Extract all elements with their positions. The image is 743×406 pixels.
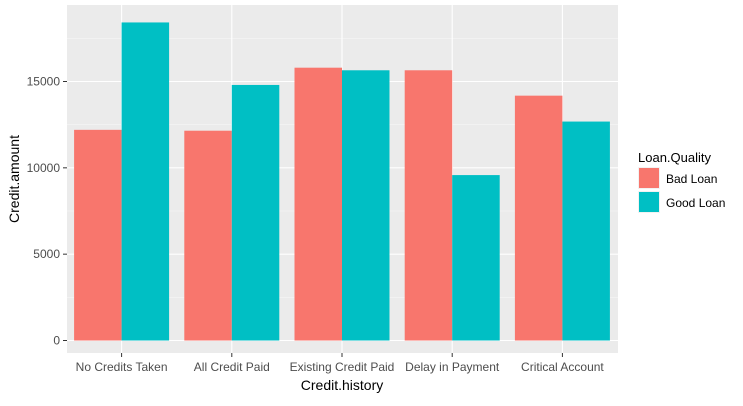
legend-title: Loan.Quality [638, 150, 711, 165]
x-tick-label: Delay in Payment [405, 360, 500, 374]
bar-layer [74, 22, 610, 341]
bar [184, 130, 232, 341]
y-tick-label: 15000 [27, 75, 61, 89]
legend-key [639, 168, 659, 188]
x-tick-label: Critical Account [521, 360, 604, 374]
y-tick-label: 5000 [33, 247, 60, 261]
legend: Loan.Quality Bad Loan Good Loan [638, 150, 725, 213]
x-tick-label: No Credits Taken [76, 360, 168, 374]
bar [342, 70, 390, 341]
x-axis-title: Credit.history [301, 377, 383, 393]
y-axis-title: Credit.amount [6, 135, 22, 223]
legend-label: Good Loan [666, 196, 725, 210]
bar [74, 129, 122, 341]
y-axis: 0 5000 10000 15000 [27, 75, 67, 348]
bar [452, 175, 500, 341]
bar [231, 84, 280, 341]
y-tick-label: 10000 [27, 161, 61, 175]
x-tick-label: All Credit Paid [194, 360, 270, 374]
bar [514, 95, 563, 341]
x-tick-label: Existing Credit Paid [290, 360, 395, 374]
legend-key [639, 192, 659, 212]
y-tick-label: 0 [53, 334, 60, 348]
bar [404, 70, 453, 341]
bar [121, 22, 170, 341]
x-axis: No Credits Taken All Credit Paid Existing … [76, 353, 604, 374]
bar [562, 121, 610, 341]
legend-label: Bad Loan [666, 172, 717, 186]
bar [294, 67, 342, 341]
